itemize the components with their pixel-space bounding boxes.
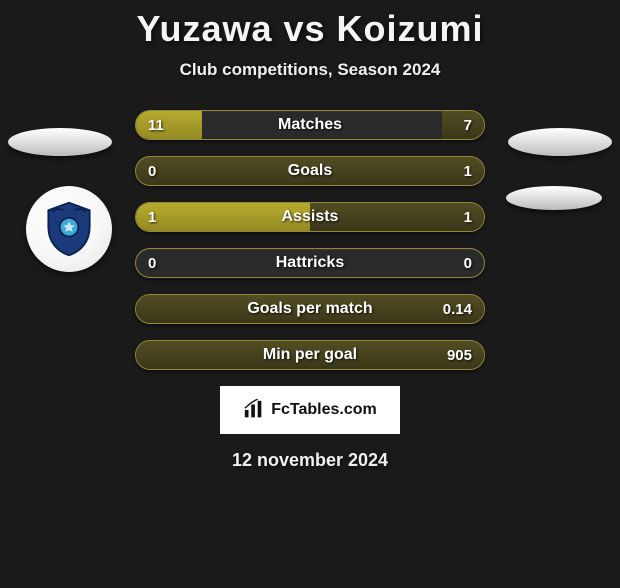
stat-bar-right: [310, 203, 484, 231]
stat-bar-right: [136, 157, 484, 185]
stat-row: 0 0Hattricks: [135, 248, 485, 278]
stat-bar-right: [136, 295, 484, 323]
stat-row: 905Min per goal: [135, 340, 485, 370]
stat-row: 01Goals: [135, 156, 485, 186]
bar-chart-icon: [243, 399, 265, 421]
stat-value-right: 7: [464, 111, 472, 139]
stat-row: 0.14Goals per match: [135, 294, 485, 324]
stat-value-right: 0: [464, 249, 472, 277]
stat-value-left: 11: [148, 111, 164, 139]
stat-value-left: 1: [148, 203, 156, 231]
stat-value-left: 0: [148, 157, 156, 185]
stat-bar-right: [136, 341, 484, 369]
stat-row: 11Assists: [135, 202, 485, 232]
fctables-logo[interactable]: FcTables.com: [220, 386, 400, 434]
stat-label: Hattricks: [136, 249, 484, 277]
stat-value-right: 1: [464, 157, 472, 185]
page-title: Yuzawa vs Koizumi: [0, 8, 620, 50]
stat-bar-left: [136, 203, 310, 231]
page-subtitle: Club competitions, Season 2024: [0, 60, 620, 80]
stat-value-right: 1: [464, 203, 472, 231]
stat-value-right: 0.14: [443, 295, 472, 323]
stat-value-right: 905: [447, 341, 472, 369]
stat-value-left: 0: [148, 249, 156, 277]
stats-container: 117Matches01Goals11Assists00Hattricks0.1…: [70, 110, 550, 370]
stat-bar-left: [136, 111, 202, 139]
date-text: 12 november 2024: [0, 450, 620, 471]
fctables-logo-text: FcTables.com: [271, 401, 377, 419]
stat-row: 117Matches: [135, 110, 485, 140]
